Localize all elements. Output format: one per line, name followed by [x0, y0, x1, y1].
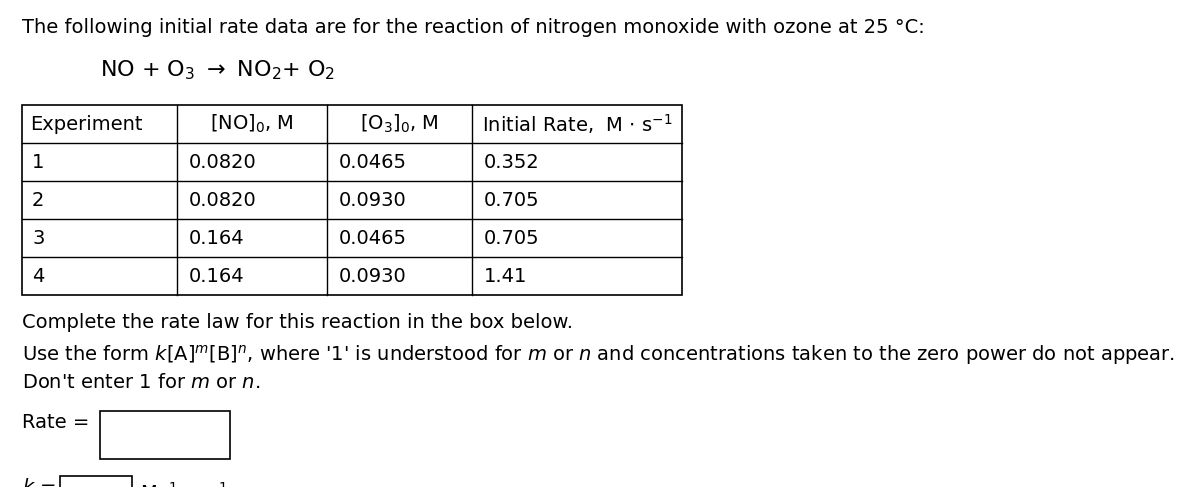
Text: M$^{-1}$ $\cdot$ s$^{-1}$: M$^{-1}$ $\cdot$ s$^{-1}$: [140, 482, 228, 487]
Text: 0.0930: 0.0930: [340, 190, 407, 209]
Text: The following initial rate data are for the reaction of nitrogen monoxide with o: The following initial rate data are for …: [22, 18, 925, 37]
Bar: [100, 411, 230, 459]
Text: 0.0465: 0.0465: [340, 228, 407, 247]
Text: 0.0820: 0.0820: [190, 190, 257, 209]
Text: Use the form $k[\mathrm{A}]^m[\mathrm{B}]^n$, where '1' is understood for $m$ or: Use the form $k[\mathrm{A}]^m[\mathrm{B}…: [22, 343, 1175, 367]
Text: NO + O$_3$ $\rightarrow$ NO$_2$+ O$_2$: NO + O$_3$ $\rightarrow$ NO$_2$+ O$_2$: [100, 58, 335, 82]
Text: $[\mathrm{O_3}]_0$, M: $[\mathrm{O_3}]_0$, M: [360, 113, 439, 135]
Text: 0.352: 0.352: [484, 152, 540, 171]
Text: 0.0930: 0.0930: [340, 266, 407, 285]
Text: 0.164: 0.164: [190, 228, 245, 247]
Text: Don't enter 1 for $m$ or $n$.: Don't enter 1 for $m$ or $n$.: [22, 373, 260, 392]
Text: 0.0820: 0.0820: [190, 152, 257, 171]
Text: 0.0465: 0.0465: [340, 152, 407, 171]
Text: Rate =: Rate =: [22, 413, 89, 432]
Text: 2: 2: [32, 190, 44, 209]
Text: 0.705: 0.705: [484, 190, 540, 209]
Bar: [22, 105, 682, 295]
Text: $[\mathrm{NO}]_0$, M: $[\mathrm{NO}]_0$, M: [210, 113, 294, 135]
Text: Experiment: Experiment: [30, 114, 143, 133]
Text: 3: 3: [32, 228, 44, 247]
Text: 0.705: 0.705: [484, 228, 540, 247]
Bar: [60, 476, 132, 487]
Text: 1: 1: [32, 152, 44, 171]
Text: 0.164: 0.164: [190, 266, 245, 285]
Text: 4: 4: [32, 266, 44, 285]
Text: Complete the rate law for this reaction in the box below.: Complete the rate law for this reaction …: [22, 313, 574, 332]
Text: $k$ =: $k$ =: [22, 478, 56, 487]
Text: Initial Rate,  M $\cdot$ s$^{-1}$: Initial Rate, M $\cdot$ s$^{-1}$: [481, 112, 672, 136]
Text: 1.41: 1.41: [484, 266, 527, 285]
